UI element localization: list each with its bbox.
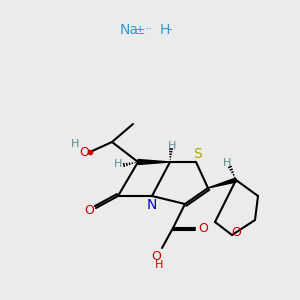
Text: O: O bbox=[79, 146, 89, 160]
Text: O: O bbox=[231, 226, 241, 238]
Text: Na: Na bbox=[120, 23, 139, 37]
Text: O: O bbox=[151, 250, 161, 262]
Text: H: H bbox=[223, 158, 231, 168]
Text: O: O bbox=[198, 221, 208, 235]
Polygon shape bbox=[208, 178, 236, 188]
Text: O: O bbox=[84, 203, 94, 217]
Polygon shape bbox=[138, 160, 170, 164]
Text: H: H bbox=[114, 159, 122, 169]
Text: ··: ·· bbox=[145, 23, 153, 37]
Text: ±: ± bbox=[135, 23, 145, 37]
Text: N: N bbox=[147, 198, 157, 212]
Text: H: H bbox=[160, 23, 170, 37]
Text: -: - bbox=[168, 23, 172, 37]
Text: H: H bbox=[155, 260, 163, 270]
Text: S: S bbox=[194, 147, 202, 161]
Text: H: H bbox=[71, 139, 79, 149]
Text: H: H bbox=[168, 141, 176, 151]
